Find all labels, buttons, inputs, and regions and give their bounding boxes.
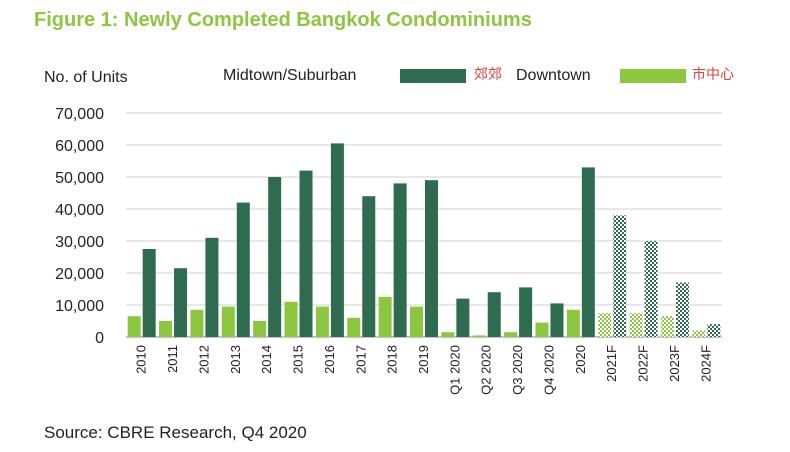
- bar-downtown: [660, 316, 674, 337]
- x-tick-label: 2022F: [636, 345, 651, 382]
- y-tick-label: 70,000: [55, 106, 104, 123]
- legend-swatch-downtown: [620, 69, 686, 83]
- bar-downtown: [127, 316, 141, 337]
- y-tick-label: 10,000: [55, 298, 104, 315]
- bar-suburban: [613, 215, 627, 337]
- y-tick-label: 30,000: [55, 234, 104, 251]
- bar-suburban: [393, 183, 407, 337]
- bar-downtown: [472, 335, 486, 337]
- bar-suburban: [268, 177, 282, 337]
- x-tick-label: Q1 2020: [447, 345, 462, 395]
- bar-suburban: [174, 268, 188, 337]
- x-tick-label: 2010: [134, 345, 149, 374]
- y-tick-label: 40,000: [55, 202, 104, 219]
- x-tick-label: 2012: [196, 345, 211, 374]
- bar-downtown: [253, 321, 267, 337]
- x-tick-label: 2013: [228, 345, 243, 374]
- bar-suburban: [644, 241, 658, 337]
- bar-downtown: [566, 309, 580, 337]
- bar-suburban: [456, 298, 470, 337]
- bar-suburban: [142, 249, 156, 337]
- x-tick-label: 2017: [353, 345, 368, 374]
- x-tick-label: 2020: [573, 345, 588, 374]
- y-tick-label: 0: [95, 330, 104, 347]
- y-tick-label: 20,000: [55, 266, 104, 283]
- source-note: Source: CBRE Research, Q4 2020: [44, 423, 307, 442]
- y-axis-label: No. of Units: [44, 69, 128, 86]
- bar-downtown: [284, 301, 298, 337]
- bar-downtown: [629, 313, 643, 337]
- x-tick-label: 2018: [385, 345, 400, 374]
- bar-downtown: [159, 321, 173, 337]
- bar-suburban: [205, 237, 219, 337]
- y-tick-label: 50,000: [55, 170, 104, 187]
- legend-label-suburban: Midtown/Suburban: [223, 67, 356, 84]
- chart-title: Figure 1: Newly Completed Bangkok Condom…: [34, 9, 532, 31]
- x-tick-label: 2015: [291, 345, 306, 374]
- bar-suburban: [519, 287, 533, 337]
- x-tick-label: Q2 2020: [479, 345, 494, 395]
- bar-suburban: [236, 202, 250, 337]
- bar-downtown: [692, 330, 706, 337]
- bar-downtown: [504, 332, 518, 337]
- bar-suburban: [362, 196, 376, 337]
- bar-downtown: [315, 306, 329, 337]
- bar-downtown: [190, 309, 204, 337]
- x-tick-label: 2021F: [604, 345, 619, 382]
- bar-suburban: [550, 303, 564, 337]
- bar-suburban: [707, 324, 721, 337]
- bar-suburban: [425, 180, 438, 337]
- bar-downtown: [598, 313, 612, 337]
- bar-suburban: [581, 167, 595, 337]
- bar-downtown: [441, 332, 455, 337]
- x-tick-label: 2011: [165, 345, 180, 373]
- bar-downtown: [221, 306, 235, 337]
- bar-downtown: [535, 322, 549, 337]
- bar-downtown: [347, 317, 361, 337]
- legend-annotation-suburban: 郊郊: [474, 66, 502, 82]
- x-tick-label: 2014: [259, 345, 274, 374]
- legend-annotation-downtown: 市中心: [692, 66, 734, 82]
- bar-downtown: [378, 297, 392, 337]
- x-tick-label: 2023F: [667, 345, 682, 382]
- bar-suburban: [487, 292, 501, 337]
- y-tick-label: 60,000: [55, 138, 104, 155]
- bar-suburban: [299, 170, 313, 337]
- legend-swatch-suburban: [400, 69, 466, 83]
- legend-label-downtown: Downtown: [516, 67, 591, 84]
- x-tick-label: 2016: [322, 345, 337, 374]
- bar-downtown: [410, 306, 423, 337]
- x-tick-label: 2024F: [698, 345, 713, 382]
- x-tick-label: Q3 2020: [510, 345, 525, 395]
- bar-suburban: [330, 143, 344, 337]
- x-tick-label: Q4 2020: [541, 345, 556, 395]
- x-tick-label: 2019: [416, 345, 431, 374]
- bar-suburban: [675, 282, 689, 337]
